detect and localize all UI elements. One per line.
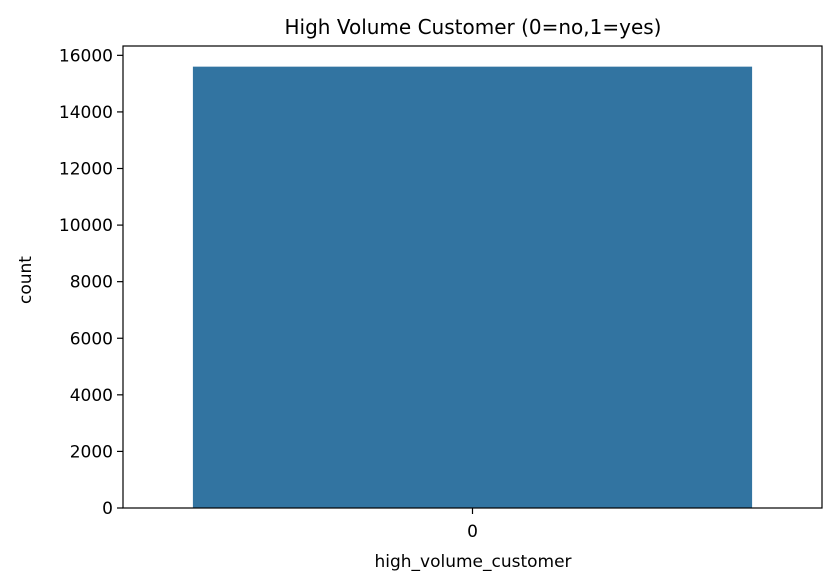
- plot-area: 0 0 2000 4000 6000 8000 10000 12000 14000 16000: [59, 45, 823, 542]
- chart-title: High Volume Customer (0=no,1=yes): [285, 15, 662, 39]
- y-tick-label: 6000: [70, 329, 113, 349]
- x-tick-label: 0: [467, 522, 478, 542]
- bar: [192, 66, 753, 509]
- y-tick-label: 10000: [59, 216, 113, 236]
- y-tick-label: 2000: [70, 442, 113, 462]
- y-axis-label: count: [16, 256, 36, 304]
- axes-frame: [122, 45, 823, 509]
- x-axis-label: high_volume_customer: [374, 552, 571, 572]
- y-tick-label: 14000: [59, 103, 113, 123]
- y-tick-label: 0: [102, 499, 113, 519]
- y-tick-label: 16000: [59, 46, 113, 66]
- y-tick-label: 12000: [59, 160, 113, 180]
- y-tick-label: 4000: [70, 386, 113, 406]
- y-tick-label: 8000: [70, 273, 113, 293]
